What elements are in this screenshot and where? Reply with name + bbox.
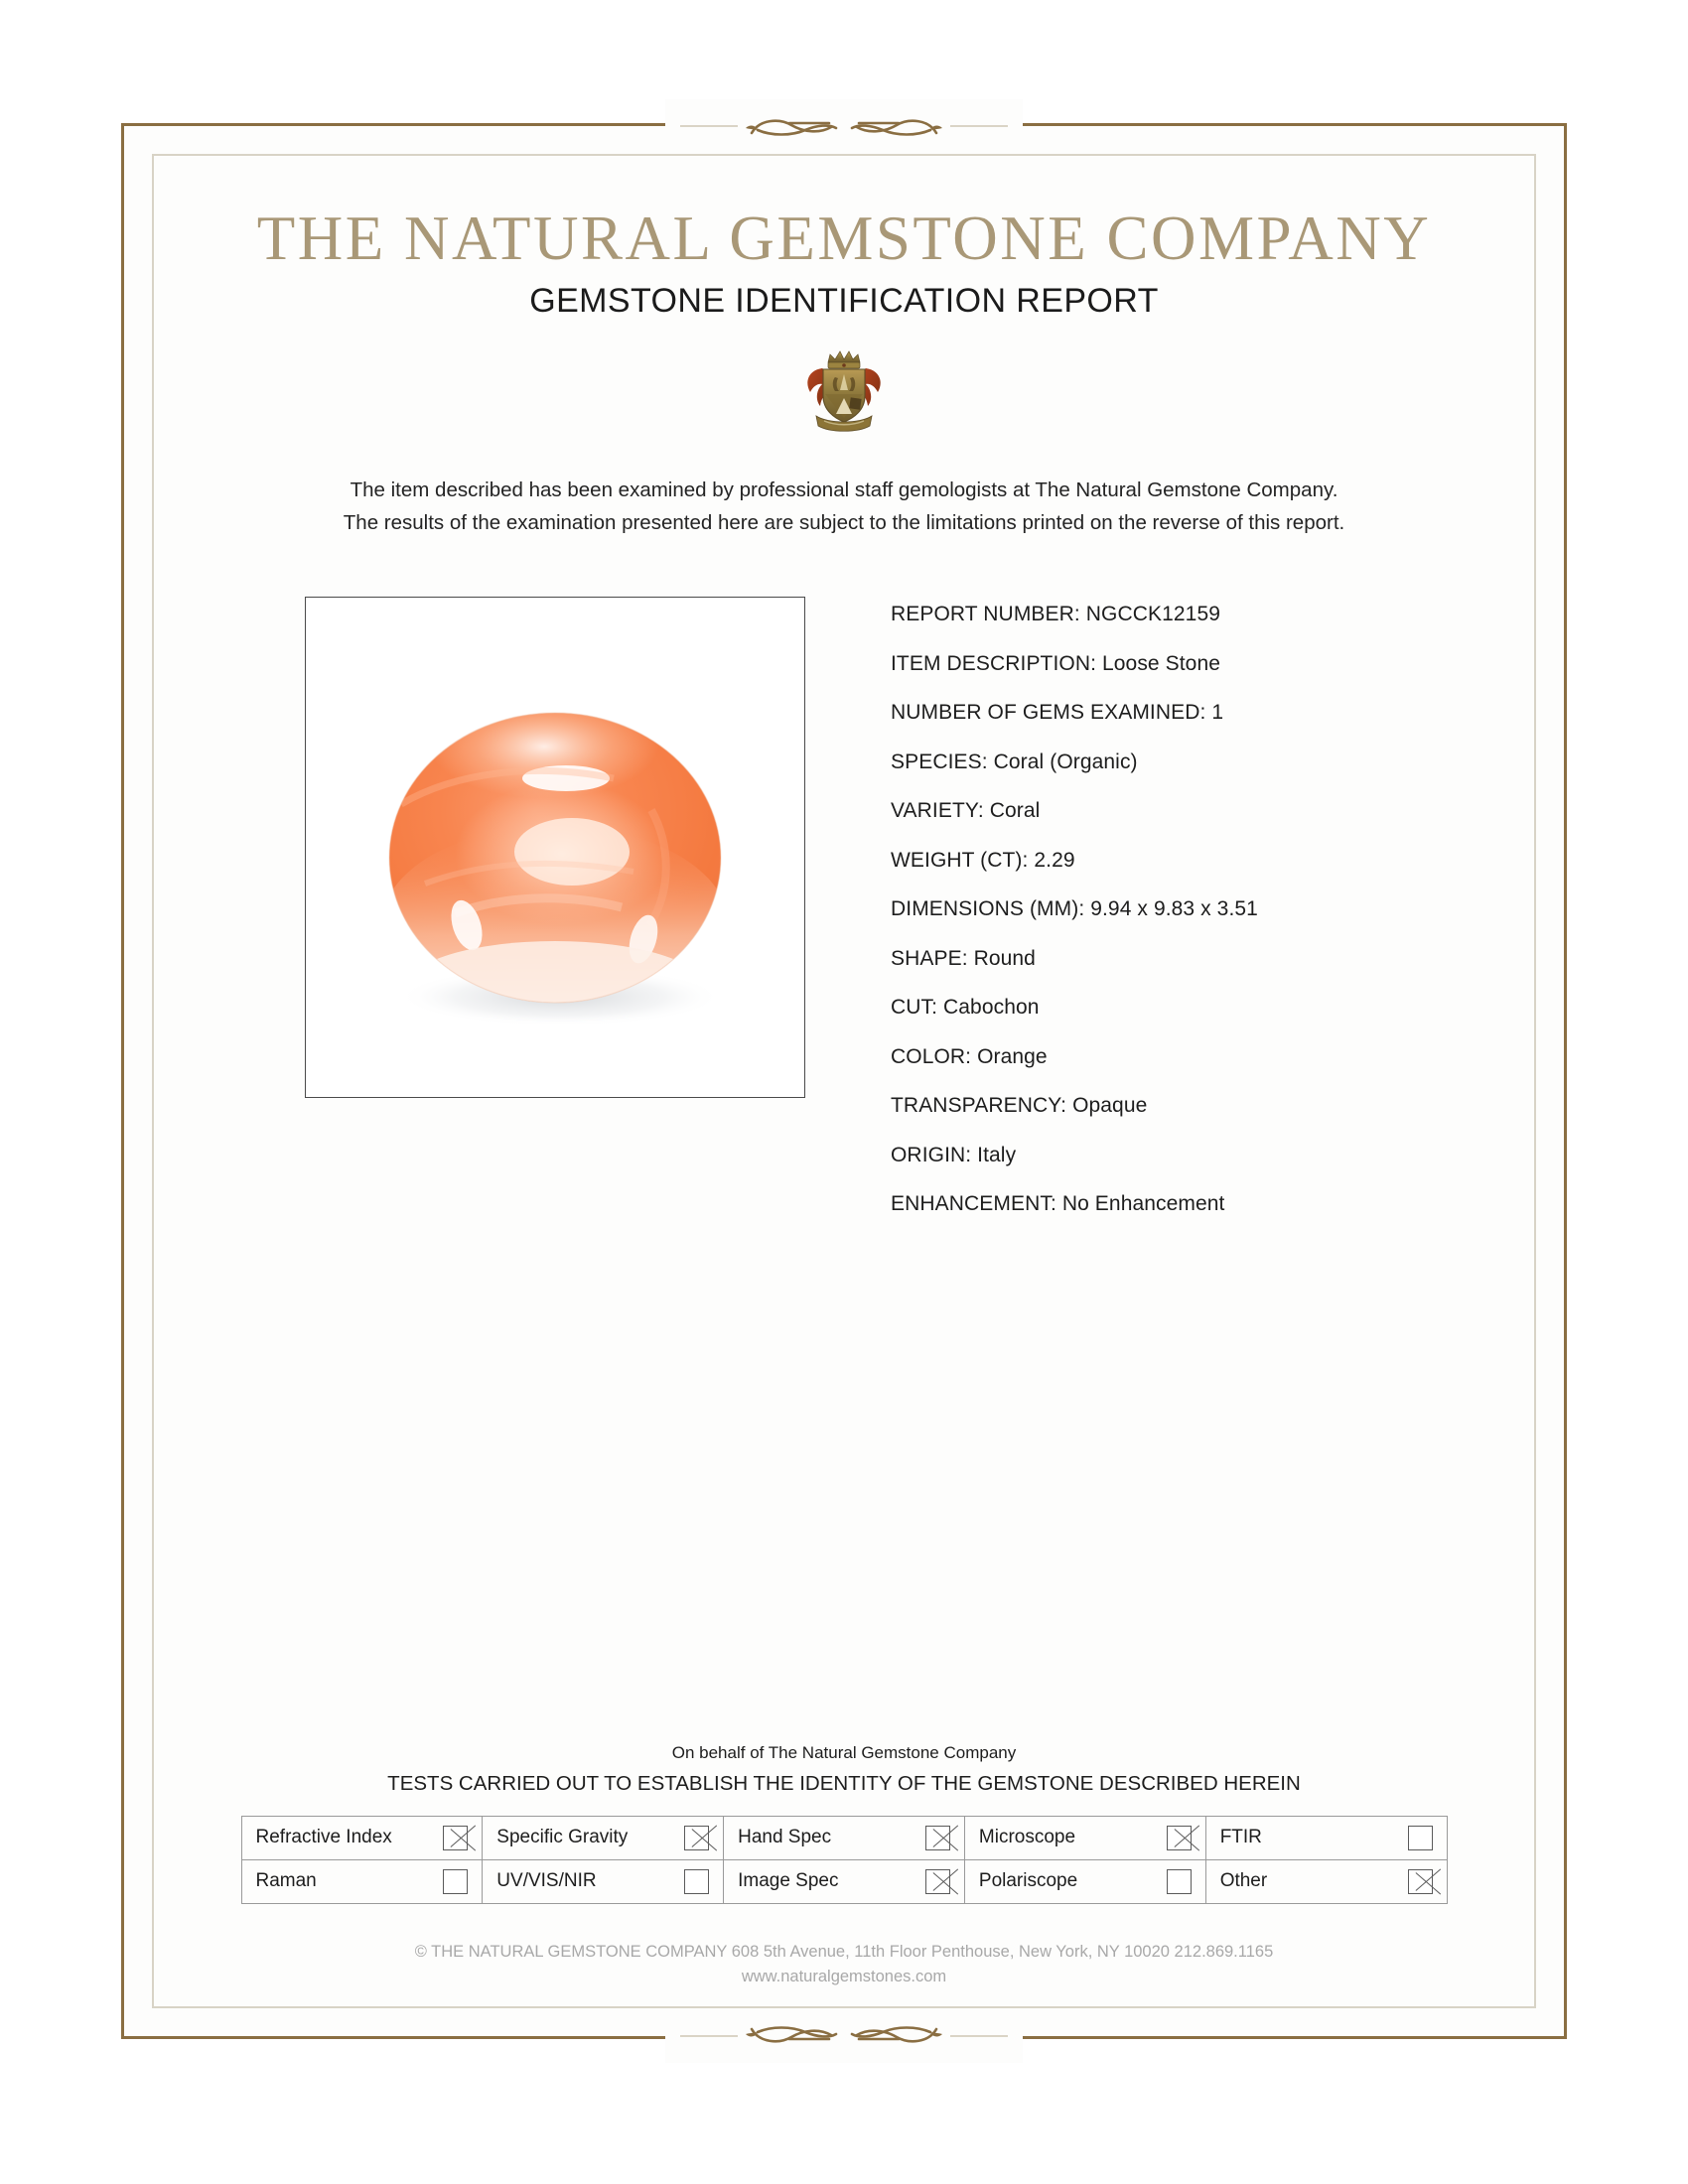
gemstone-photo-frame bbox=[305, 597, 805, 1099]
test-label: Raman bbox=[255, 1870, 317, 1892]
detail-label: NUMBER OF GEMS EXAMINED: bbox=[891, 701, 1206, 725]
detail-species: SPECIES: Coral (Organic) bbox=[891, 751, 1504, 774]
footer-section: On behalf of The Natural Gemstone Compan… bbox=[184, 1743, 1504, 1990]
ornament-bottom bbox=[665, 2009, 1023, 2063]
page-title: THE NATURAL GEMSTONE COMPANY bbox=[256, 204, 1432, 273]
test-cell-refractive-index[interactable]: Refractive Index bbox=[240, 1815, 484, 1860]
detail-color: COLOR: Orange bbox=[891, 1045, 1504, 1069]
test-cell-other[interactable]: Other bbox=[1204, 1858, 1448, 1904]
detail-label: WEIGHT (CT): bbox=[891, 848, 1029, 872]
flourish-bottom-icon bbox=[680, 2026, 1008, 2043]
test-label: Hand Spec bbox=[738, 1827, 832, 1848]
checkbox-ftir[interactable] bbox=[1407, 1825, 1433, 1850]
crest-container bbox=[184, 346, 1504, 432]
intro-line-1: The item described has been examined by … bbox=[350, 478, 1338, 501]
test-label: Other bbox=[1219, 1870, 1268, 1892]
test-cell-image-spec[interactable]: Image Spec bbox=[723, 1858, 965, 1904]
detail-label: ORIGIN: bbox=[891, 1143, 972, 1166]
test-label: Polariscope bbox=[978, 1870, 1078, 1892]
detail-weight: WEIGHT (CT): 2.29 bbox=[891, 849, 1504, 873]
certificate-content: THE NATURAL GEMSTONE COMPANY GEMSTONE ID… bbox=[184, 178, 1504, 1996]
detail-value: Orange bbox=[977, 1044, 1048, 1068]
certificate-frame: THE NATURAL GEMSTONE COMPANY GEMSTONE ID… bbox=[121, 99, 1567, 2063]
test-cell-specific-gravity[interactable]: Specific Gravity bbox=[482, 1815, 725, 1860]
test-label: Microscope bbox=[978, 1827, 1076, 1848]
gem-details-list: REPORT NUMBER: NGCCK12159 ITEM DESCRIPTI… bbox=[891, 597, 1504, 1242]
detail-label: SHAPE: bbox=[891, 946, 968, 970]
test-label: UV/VIS/NIR bbox=[496, 1870, 597, 1892]
checkbox-raman[interactable] bbox=[443, 1868, 469, 1894]
detail-label: ITEM DESCRIPTION: bbox=[891, 651, 1097, 675]
detail-dimensions: DIMENSIONS (MM): 9.94 x 9.83 x 3.51 bbox=[891, 897, 1504, 921]
detail-label: SPECIES: bbox=[891, 750, 988, 773]
intro-line-2: The results of the examination presented… bbox=[343, 510, 1345, 534]
detail-value: Italy bbox=[977, 1143, 1017, 1166]
checkbox-refractive-index[interactable] bbox=[443, 1825, 469, 1850]
detail-value: Coral (Organic) bbox=[993, 750, 1138, 773]
detail-label: REPORT NUMBER: bbox=[891, 603, 1080, 626]
test-cell-ftir[interactable]: FTIR bbox=[1204, 1815, 1448, 1860]
test-cell-uv-vis-nir[interactable]: UV/VIS/NIR bbox=[482, 1858, 725, 1904]
test-label: Refractive Index bbox=[255, 1827, 392, 1848]
detail-label: ENHANCEMENT: bbox=[891, 1192, 1056, 1216]
detail-value: Round bbox=[973, 946, 1036, 970]
detail-value: NGCCK12159 bbox=[1085, 603, 1220, 626]
ornament-top bbox=[665, 99, 1023, 153]
tests-table: Refractive Index Specific Gravity bbox=[240, 1815, 1448, 1904]
main-section: REPORT NUMBER: NGCCK12159 ITEM DESCRIPTI… bbox=[184, 597, 1504, 1242]
test-label: Specific Gravity bbox=[496, 1827, 629, 1848]
detail-value: 9.94 x 9.83 x 3.51 bbox=[1090, 897, 1258, 921]
on-behalf-text: On behalf of The Natural Gemstone Compan… bbox=[671, 1742, 1017, 1762]
copyright-line-1: © THE NATURAL GEMSTONE COMPANY 608 5th A… bbox=[414, 1942, 1274, 1961]
website-link[interactable]: www.naturalgemstones.com bbox=[741, 1968, 947, 1986]
certificate-inner-frame bbox=[152, 154, 1536, 2008]
checkbox-other[interactable] bbox=[1407, 1868, 1433, 1894]
checkbox-image-spec[interactable] bbox=[924, 1868, 950, 1894]
detail-number-of-gems: NUMBER OF GEMS EXAMINED: 1 bbox=[891, 701, 1504, 725]
table-row: Raman UV/VIS/NIR Image bbox=[240, 1858, 1448, 1904]
detail-label: TRANSPARENCY: bbox=[891, 1094, 1067, 1118]
detail-transparency: TRANSPARENCY: Opaque bbox=[891, 1094, 1504, 1118]
detail-variety: VARIETY: Coral bbox=[891, 799, 1504, 823]
detail-label: DIMENSIONS (MM): bbox=[891, 897, 1085, 921]
crest-logo-icon bbox=[807, 350, 881, 432]
detail-label: CUT: bbox=[891, 996, 938, 1020]
detail-value: 2.29 bbox=[1034, 848, 1075, 872]
detail-cut: CUT: Cabochon bbox=[891, 996, 1504, 1020]
checkbox-microscope[interactable] bbox=[1166, 1825, 1192, 1850]
tests-heading: TESTS CARRIED OUT TO ESTABLISH THE IDENT… bbox=[387, 1771, 1301, 1795]
detail-value: 1 bbox=[1211, 701, 1224, 725]
test-cell-hand-spec[interactable]: Hand Spec bbox=[723, 1815, 965, 1860]
flourish-top-icon bbox=[680, 119, 1008, 136]
test-cell-raman[interactable]: Raman bbox=[240, 1858, 484, 1904]
detail-value: Loose Stone bbox=[1101, 651, 1221, 675]
checkbox-specific-gravity[interactable] bbox=[684, 1825, 710, 1850]
detail-value: No Enhancement bbox=[1061, 1192, 1225, 1216]
report-subtitle: GEMSTONE IDENTIFICATION REPORT bbox=[529, 281, 1159, 320]
detail-enhancement: ENHANCEMENT: No Enhancement bbox=[891, 1192, 1504, 1216]
test-label: FTIR bbox=[1219, 1827, 1262, 1848]
table-row: Refractive Index Specific Gravity bbox=[240, 1815, 1448, 1860]
detail-label: COLOR: bbox=[891, 1044, 972, 1068]
detail-value: Opaque bbox=[1072, 1094, 1148, 1118]
intro-paragraph: The item described has been examined by … bbox=[184, 474, 1504, 539]
gemstone-image bbox=[306, 598, 804, 1098]
checkbox-uv-vis-nir[interactable] bbox=[684, 1868, 710, 1894]
detail-origin: ORIGIN: Italy bbox=[891, 1144, 1504, 1167]
test-cell-microscope[interactable]: Microscope bbox=[963, 1815, 1206, 1860]
detail-value: Cabochon bbox=[943, 996, 1040, 1020]
detail-shape: SHAPE: Round bbox=[891, 947, 1504, 971]
test-cell-polariscope[interactable]: Polariscope bbox=[963, 1858, 1206, 1904]
detail-report-number: REPORT NUMBER: NGCCK12159 bbox=[891, 603, 1504, 626]
detail-label: VARIETY: bbox=[891, 799, 984, 823]
detail-value: Coral bbox=[989, 799, 1041, 823]
detail-item-description: ITEM DESCRIPTION: Loose Stone bbox=[891, 652, 1504, 676]
checkbox-hand-spec[interactable] bbox=[924, 1825, 950, 1850]
checkbox-polariscope[interactable] bbox=[1166, 1868, 1192, 1894]
copyright-block: © THE NATURAL GEMSTONE COMPANY 608 5th A… bbox=[184, 1940, 1504, 1990]
test-label: Image Spec bbox=[738, 1870, 839, 1892]
